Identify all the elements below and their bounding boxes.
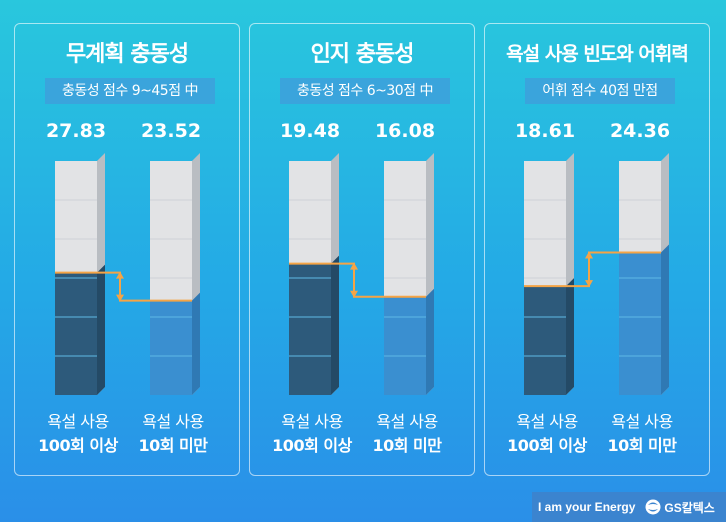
brand-name: GS칼텍스 — [664, 500, 715, 515]
category-label-line2: 10회 미만 — [373, 436, 443, 455]
bar-side-fill — [331, 255, 339, 395]
bar-fill — [384, 296, 426, 395]
chart-title: 욕설 사용 빈도와 어휘력 — [506, 43, 689, 65]
value-label: 16.08 — [375, 120, 435, 142]
footer-banner: I am your Energy GS칼텍스 — [532, 492, 726, 522]
bar-empty — [289, 161, 331, 264]
panel-vocabulary: 욕설 사용 빈도와 어휘력 어휘 점수 40점 만점 — [484, 23, 710, 476]
brand-logo: GS칼텍스 — [645, 499, 715, 516]
difference-connector — [97, 271, 150, 302]
bar-side-fill — [192, 292, 200, 395]
category-label-line2: 10회 미만 — [608, 436, 678, 455]
chart-subtitle: 충동성 점수 9~45점 中 — [45, 78, 215, 104]
value-label: 27.83 — [46, 120, 106, 142]
category-label-line1: 욕설 사용 — [281, 412, 342, 431]
value-label: 18.61 — [515, 120, 575, 142]
arrow-head-end — [585, 251, 593, 259]
category-label-line1: 욕설 사용 — [611, 412, 672, 431]
category-label-line2: 100회 이상 — [38, 436, 118, 455]
bar-fill — [55, 272, 97, 395]
bar-empty — [619, 161, 661, 253]
category-label-line1: 욕설 사용 — [376, 412, 437, 431]
value-label: 24.36 — [610, 120, 670, 142]
bar-empty — [150, 161, 192, 301]
chart-subtitle: 충동성 점수 6~30점 中 — [280, 78, 450, 104]
arrow-head-start — [585, 280, 593, 288]
category-label-line1: 욕설 사용 — [47, 412, 108, 431]
arrow-head-start — [350, 262, 358, 270]
category-label-line1: 욕설 사용 — [142, 412, 203, 431]
value-label: 23.52 — [141, 120, 201, 142]
category-label-line2: 10회 미만 — [139, 436, 209, 455]
bar-empty — [524, 161, 566, 287]
chart-title: 무계획 충동성 — [65, 42, 189, 67]
bar-side-fill — [97, 264, 105, 395]
bar-fill — [619, 252, 661, 395]
arrow-head-end — [116, 294, 124, 302]
bar-empty — [55, 161, 97, 273]
category-label-line2: 100회 이상 — [272, 436, 352, 455]
panel-cognitive-impulsivity: 인지 충동성 충동성 점수 6~30점 中 — [249, 23, 475, 476]
difference-connector — [331, 262, 384, 298]
arrow-head-end — [350, 290, 358, 298]
bar-fill — [150, 300, 192, 395]
difference-connector — [566, 251, 619, 288]
bar-side-fill — [566, 278, 574, 395]
bar-side-fill — [661, 244, 669, 395]
chart-subtitle: 어휘 점수 40점 만점 — [525, 78, 675, 104]
bar-empty — [384, 161, 426, 297]
value-label: 19.48 — [280, 120, 340, 142]
bar-fill — [289, 263, 331, 395]
footer-slogan: I am your Energy — [538, 500, 636, 514]
bar-side-fill — [426, 288, 434, 395]
gs-logo-icon — [645, 499, 661, 515]
panel-planless-impulsivity: 무계획 충동성 충동성 점수 9~45점 中 — [14, 23, 240, 476]
category-label-line1: 욕설 사용 — [516, 412, 577, 431]
chart-title: 인지 충동성 — [310, 42, 415, 67]
category-label-line2: 100회 이상 — [507, 436, 587, 455]
bar-fill — [524, 286, 566, 395]
arrow-head-start — [116, 271, 124, 279]
